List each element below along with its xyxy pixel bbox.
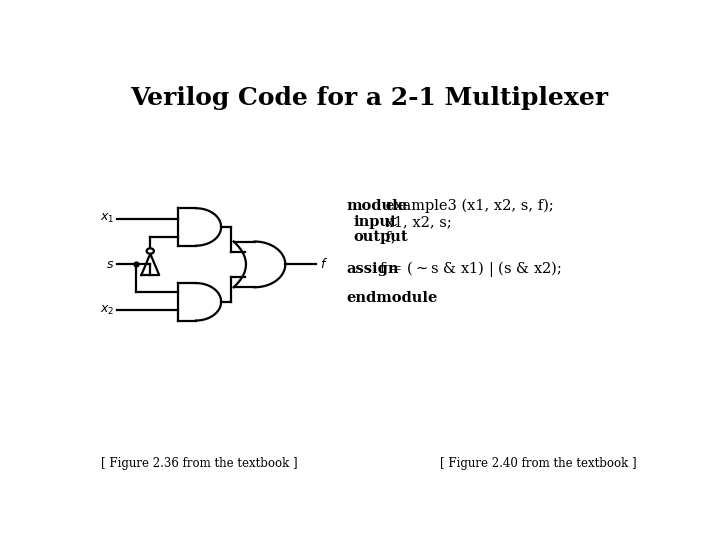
Text: $x_2$: $x_2$ [99,303,114,316]
Text: module: module [347,199,408,213]
Text: [ Figure 2.40 from the textbook ]: [ Figure 2.40 from the textbook ] [440,457,637,470]
Polygon shape [178,283,221,321]
Text: Verilog Code for a 2-1 Multiplexer: Verilog Code for a 2-1 Multiplexer [130,86,608,110]
Circle shape [147,248,154,254]
Text: [ Figure 2.36 from the textbook ]: [ Figure 2.36 from the textbook ] [101,457,298,470]
Text: f = ($\sim$s & x1) | (s & x2);: f = ($\sim$s & x1) | (s & x2); [374,259,562,279]
Text: example3 (x1, x2, s, f);: example3 (x1, x2, s, f); [381,199,554,213]
Polygon shape [178,208,221,246]
Text: $x_1$: $x_1$ [99,212,114,225]
Text: input: input [354,215,397,229]
Polygon shape [141,254,159,275]
Text: $f$: $f$ [320,258,328,272]
Text: endmodule: endmodule [347,291,438,305]
Text: $s$: $s$ [106,258,114,271]
Polygon shape [234,241,285,287]
Text: output: output [354,231,408,245]
Text: x1, x2, s;: x1, x2, s; [381,215,451,229]
Text: assign: assign [347,261,399,275]
Text: f;: f; [381,231,395,245]
